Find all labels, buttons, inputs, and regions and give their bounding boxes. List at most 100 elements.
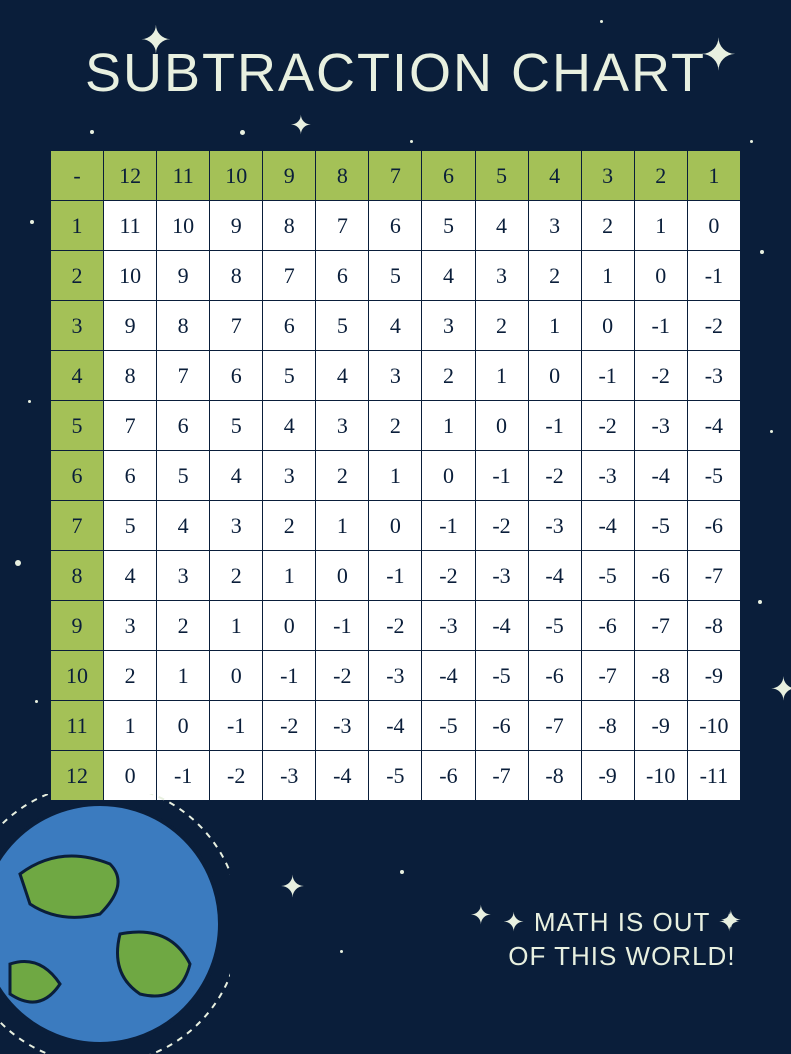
table-cell: -6 [422,751,475,801]
row-header: 2 [51,251,104,301]
col-header: 3 [581,151,634,201]
table-cell: 8 [157,301,210,351]
table-cell: 10 [104,251,157,301]
table-cell: 1 [581,251,634,301]
col-header: 5 [475,151,528,201]
row-header: 12 [51,751,104,801]
table-cell: 2 [104,651,157,701]
table-cell: -6 [634,551,687,601]
table-cell: -8 [581,701,634,751]
table-cell: 1 [369,451,422,501]
table-cell: 2 [316,451,369,501]
sparkle-icon: ✦ [140,18,172,63]
row-header: 8 [51,551,104,601]
sparkle-icon: ✦ [720,905,742,936]
table-cell: -7 [528,701,581,751]
table-cell: 0 [581,301,634,351]
table-cell: -1 [263,651,316,701]
table-cell: 3 [475,251,528,301]
table-cell: 6 [316,251,369,301]
table-cell: 1 [475,351,528,401]
table-cell: 4 [475,201,528,251]
star-dot [400,870,404,874]
table-cell: -4 [422,651,475,701]
star-dot [600,20,603,23]
table-cell: -5 [369,751,422,801]
star-dot [90,130,94,134]
table-cell: 9 [157,251,210,301]
subtraction-table-container: -121110987654321111109876543210210987654… [50,150,741,801]
table-cell: 4 [104,551,157,601]
table-cell: -8 [687,601,740,651]
table-cell: 9 [210,201,263,251]
table-cell: 2 [369,401,422,451]
row-header: 1 [51,201,104,251]
table-cell: 3 [528,201,581,251]
table-cell: 0 [528,351,581,401]
star-dot [340,950,343,953]
table-cell: 6 [104,451,157,501]
sparkle-icon: ✦ [470,900,492,931]
col-header: 11 [157,151,210,201]
star-dot [35,700,38,703]
table-cell: -3 [475,551,528,601]
star-dot [28,400,31,403]
table-cell: 8 [104,351,157,401]
sparkle-icon: ✦ [280,870,305,905]
table-cell: -9 [687,651,740,701]
table-cell: 0 [104,751,157,801]
table-cell: 5 [422,201,475,251]
table-cell: -3 [316,701,369,751]
table-cell: -1 [634,301,687,351]
star-dot [410,140,413,143]
table-cell: -5 [581,551,634,601]
table-cell: -3 [687,351,740,401]
table-cell: -5 [422,701,475,751]
table-cell: 0 [316,551,369,601]
table-cell: 4 [369,301,422,351]
table-cell: -1 [316,601,369,651]
table-cell: 2 [263,501,316,551]
table-cell: -4 [369,701,422,751]
table-cell: -2 [263,701,316,751]
table-cell: -1 [475,451,528,501]
table-corner: - [51,151,104,201]
table-cell: 5 [316,301,369,351]
table-cell: 3 [263,451,316,501]
star-dot [30,220,34,224]
table-cell: -2 [634,351,687,401]
table-cell: -3 [634,401,687,451]
tagline-line-2: OF THIS WORLD! [508,941,735,971]
row-header: 10 [51,651,104,701]
table-cell: 5 [157,451,210,501]
table-cell: -6 [581,601,634,651]
star-dot [750,140,753,143]
table-cell: 4 [210,451,263,501]
row-header: 4 [51,351,104,401]
table-cell: -4 [581,501,634,551]
table-cell: 2 [422,351,475,401]
table-cell: -9 [634,701,687,751]
table-cell: 1 [422,401,475,451]
table-cell: -1 [369,551,422,601]
star-dot [240,130,245,135]
subtraction-table: -121110987654321111109876543210210987654… [50,150,741,801]
table-cell: -2 [581,401,634,451]
star-dot [15,560,21,566]
table-cell: 0 [634,251,687,301]
col-header: 6 [422,151,475,201]
table-cell: 8 [263,201,316,251]
earth-icon [0,794,230,1054]
row-header: 3 [51,301,104,351]
table-cell: 2 [528,251,581,301]
row-header: 9 [51,601,104,651]
table-cell: -3 [581,451,634,501]
row-header: 5 [51,401,104,451]
sparkle-icon: ✦ [770,670,791,708]
col-header: 1 [687,151,740,201]
table-cell: -2 [422,551,475,601]
sparkle-icon: ✦ [290,110,312,141]
table-cell: -6 [475,701,528,751]
table-cell: -2 [210,751,263,801]
table-cell: 0 [475,401,528,451]
